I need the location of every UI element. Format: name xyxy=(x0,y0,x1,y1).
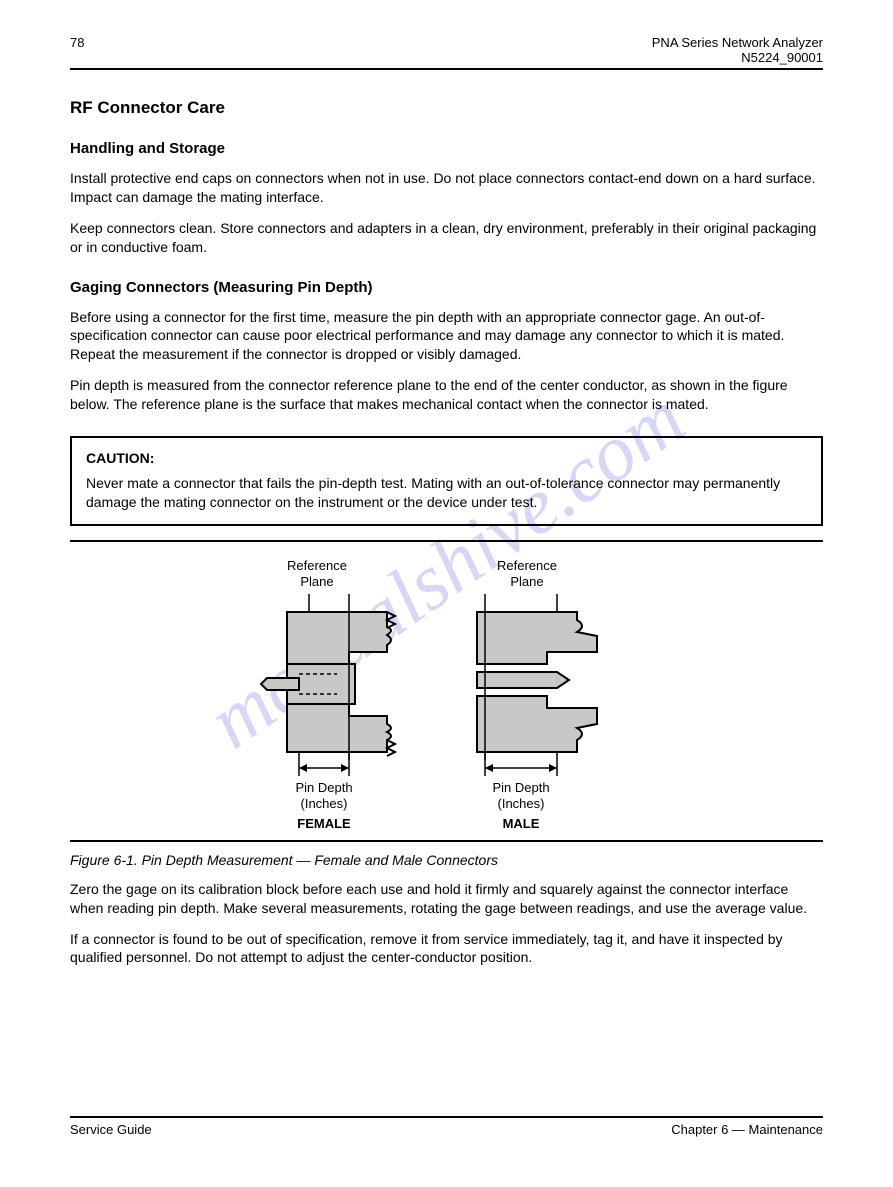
svg-text:Reference: Reference xyxy=(287,558,347,573)
header-doc-number: N5224_90001 xyxy=(652,50,823,65)
subsection-1-title: Handling and Storage xyxy=(70,140,823,157)
post-figure-para-1: Zero the gage on its calibration block b… xyxy=(70,880,823,918)
svg-text:MALE: MALE xyxy=(502,816,539,831)
female-connector-svg: Reference Plane xyxy=(261,558,395,831)
subsection-2-title: Gaging Connectors (Measuring Pin Depth) xyxy=(70,279,823,296)
subsection-2-para-2: Pin depth is measured from the connector… xyxy=(70,376,823,414)
svg-text:Pin Depth: Pin Depth xyxy=(295,780,352,795)
subsection-2-para-1: Before using a connector for the first t… xyxy=(70,308,823,365)
svg-text:Plane: Plane xyxy=(510,574,543,589)
header-product: PNA Series Network Analyzer xyxy=(652,35,823,50)
header-page-number: 78 xyxy=(70,35,84,65)
subsection-1-para-2: Keep connectors clean. Store connectors … xyxy=(70,219,823,257)
page-footer: Service Guide Chapter 6 — Maintenance xyxy=(70,1116,823,1137)
svg-text:(Inches): (Inches) xyxy=(497,796,544,811)
page-header: 78 PNA Series Network Analyzer N5224_900… xyxy=(70,35,823,70)
svg-text:Pin Depth: Pin Depth xyxy=(492,780,549,795)
page-content: 78 PNA Series Network Analyzer N5224_900… xyxy=(70,35,823,1137)
svg-text:Plane: Plane xyxy=(300,574,333,589)
section-title: RF Connector Care xyxy=(70,98,823,118)
pin-depth-diagram: Reference Plane xyxy=(237,552,657,832)
subsection-1-para-1: Install protective end caps on connector… xyxy=(70,169,823,207)
caution-box: CAUTION: Never mate a connector that fai… xyxy=(70,436,823,526)
caution-text: Never mate a connector that fails the pi… xyxy=(86,474,807,512)
svg-text:Reference: Reference xyxy=(497,558,557,573)
svg-text:FEMALE: FEMALE xyxy=(297,816,351,831)
caution-label: CAUTION: xyxy=(86,450,154,466)
male-connector-svg: Reference Plane xyxy=(477,558,597,831)
footer-right: Chapter 6 — Maintenance xyxy=(671,1122,823,1137)
figure-caption: Figure 6-1. Pin Depth Measurement — Fema… xyxy=(70,852,823,868)
footer-left: Service Guide xyxy=(70,1122,152,1137)
svg-text:(Inches): (Inches) xyxy=(300,796,347,811)
figure-container: Reference Plane xyxy=(70,540,823,842)
post-figure-para-2: If a connector is found to be out of spe… xyxy=(70,930,823,968)
